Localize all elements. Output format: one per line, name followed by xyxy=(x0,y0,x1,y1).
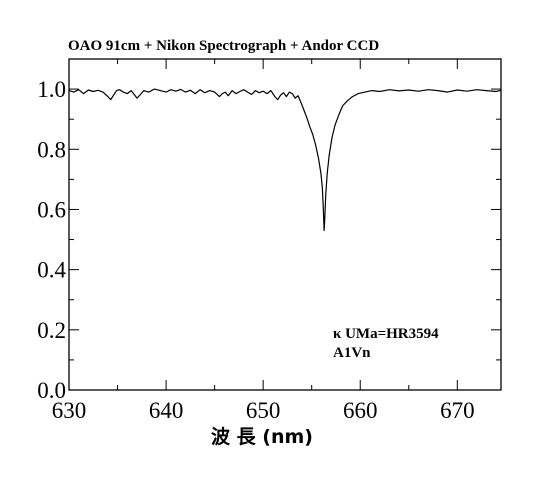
x-tick-label: 670 xyxy=(440,398,475,423)
y-tick-label: 1.0 xyxy=(37,77,66,102)
x-axis: 630 640 650 660 670 xyxy=(52,59,475,423)
y-axis: 0.0 0.2 0.4 0.6 0.8 1.0 xyxy=(37,58,501,403)
plot-frame xyxy=(68,58,502,391)
y-tick-label: 0.8 xyxy=(37,137,66,162)
y-tick-label: 0.6 xyxy=(37,197,66,222)
y-tick-label: 0.2 xyxy=(37,318,66,343)
x-tick-label: 660 xyxy=(343,398,378,423)
spectrum-line xyxy=(68,88,502,232)
y-tick-label: 0.4 xyxy=(37,258,66,283)
x-tick-label: 640 xyxy=(149,398,184,423)
chart-title: OAO 91cm + Nikon Spectrograph + Andor CC… xyxy=(68,38,379,54)
x-tick-label: 630 xyxy=(52,398,87,423)
y-tick-label: 0.0 xyxy=(37,378,66,403)
annotation-spectral-type: A1Vn xyxy=(333,345,371,361)
x-axis-label: 波 長 (nm) xyxy=(211,425,313,448)
x-tick-label: 650 xyxy=(246,398,281,423)
annotation-star-name: κ UMa=HR3594 xyxy=(333,326,439,342)
